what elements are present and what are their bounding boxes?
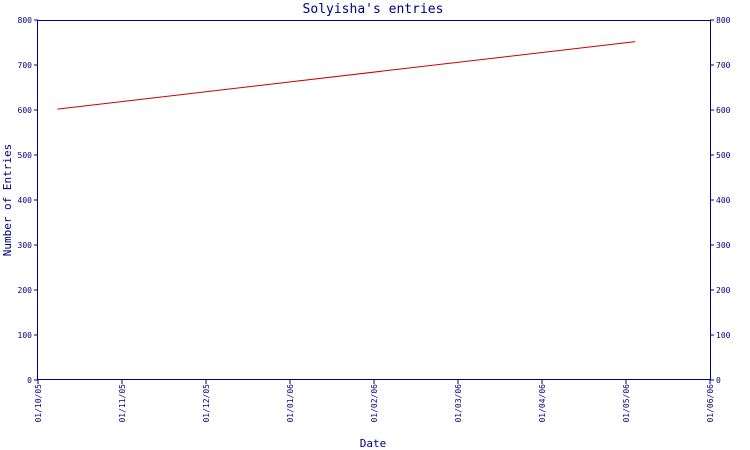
right-y-tick-label: 300: [716, 241, 731, 250]
right-y-tick-label: 400: [716, 196, 731, 205]
x-axis-label: Date: [360, 437, 387, 450]
right-y-tick-label: 100: [716, 331, 731, 340]
left-y-tick-label: 0: [27, 376, 32, 385]
plot-area-frame: [37, 20, 711, 380]
left-y-tick-label: 800: [18, 16, 33, 25]
x-tick-label: 01/12/05: [202, 384, 211, 423]
right-y-tick-label: 800: [716, 16, 731, 25]
series-group: [57, 41, 636, 110]
x-tick-label: 01/01/06: [286, 384, 295, 423]
left-y-tick-label: 400: [18, 196, 33, 205]
left-y-tick-label: 600: [18, 106, 33, 115]
left-y-tick-label: 700: [18, 61, 33, 70]
left-y-axis: 0 100 200 300 400 500 600 700 800: [18, 16, 38, 385]
x-tick-label: 01/10/05: [34, 384, 43, 423]
left-y-tick-label: 200: [18, 286, 33, 295]
x-tick-label: 01/05/06: [622, 384, 631, 423]
left-y-tick-label: 300: [18, 241, 33, 250]
right-y-tick-label: 600: [716, 106, 731, 115]
x-tick-label: 01/02/06: [370, 384, 379, 423]
right-y-axis: 0 100 200 300 400 500 600 700 800: [710, 16, 731, 385]
x-tick-label: 01/11/05: [118, 384, 127, 423]
y-axis-label: Number of Entries: [1, 144, 14, 257]
x-tick-label: 01/04/06: [538, 384, 547, 423]
left-y-tick-label: 100: [18, 331, 33, 340]
right-y-tick-label: 0: [716, 376, 721, 385]
right-y-tick-label: 200: [716, 286, 731, 295]
right-y-tick-label: 500: [716, 151, 731, 160]
x-tick-label: 01/03/06: [454, 384, 463, 423]
left-y-tick-label: 500: [18, 151, 33, 160]
chart-title: Solyisha's entries: [303, 2, 444, 17]
entries-series-line: [57, 41, 636, 110]
x-axis: 01/10/05 01/11/05 01/12/05 01/01/06 01/02/06…: [34, 380, 715, 423]
x-tick-label: 01/06/06: [706, 384, 715, 423]
right-y-tick-label: 700: [716, 61, 731, 70]
